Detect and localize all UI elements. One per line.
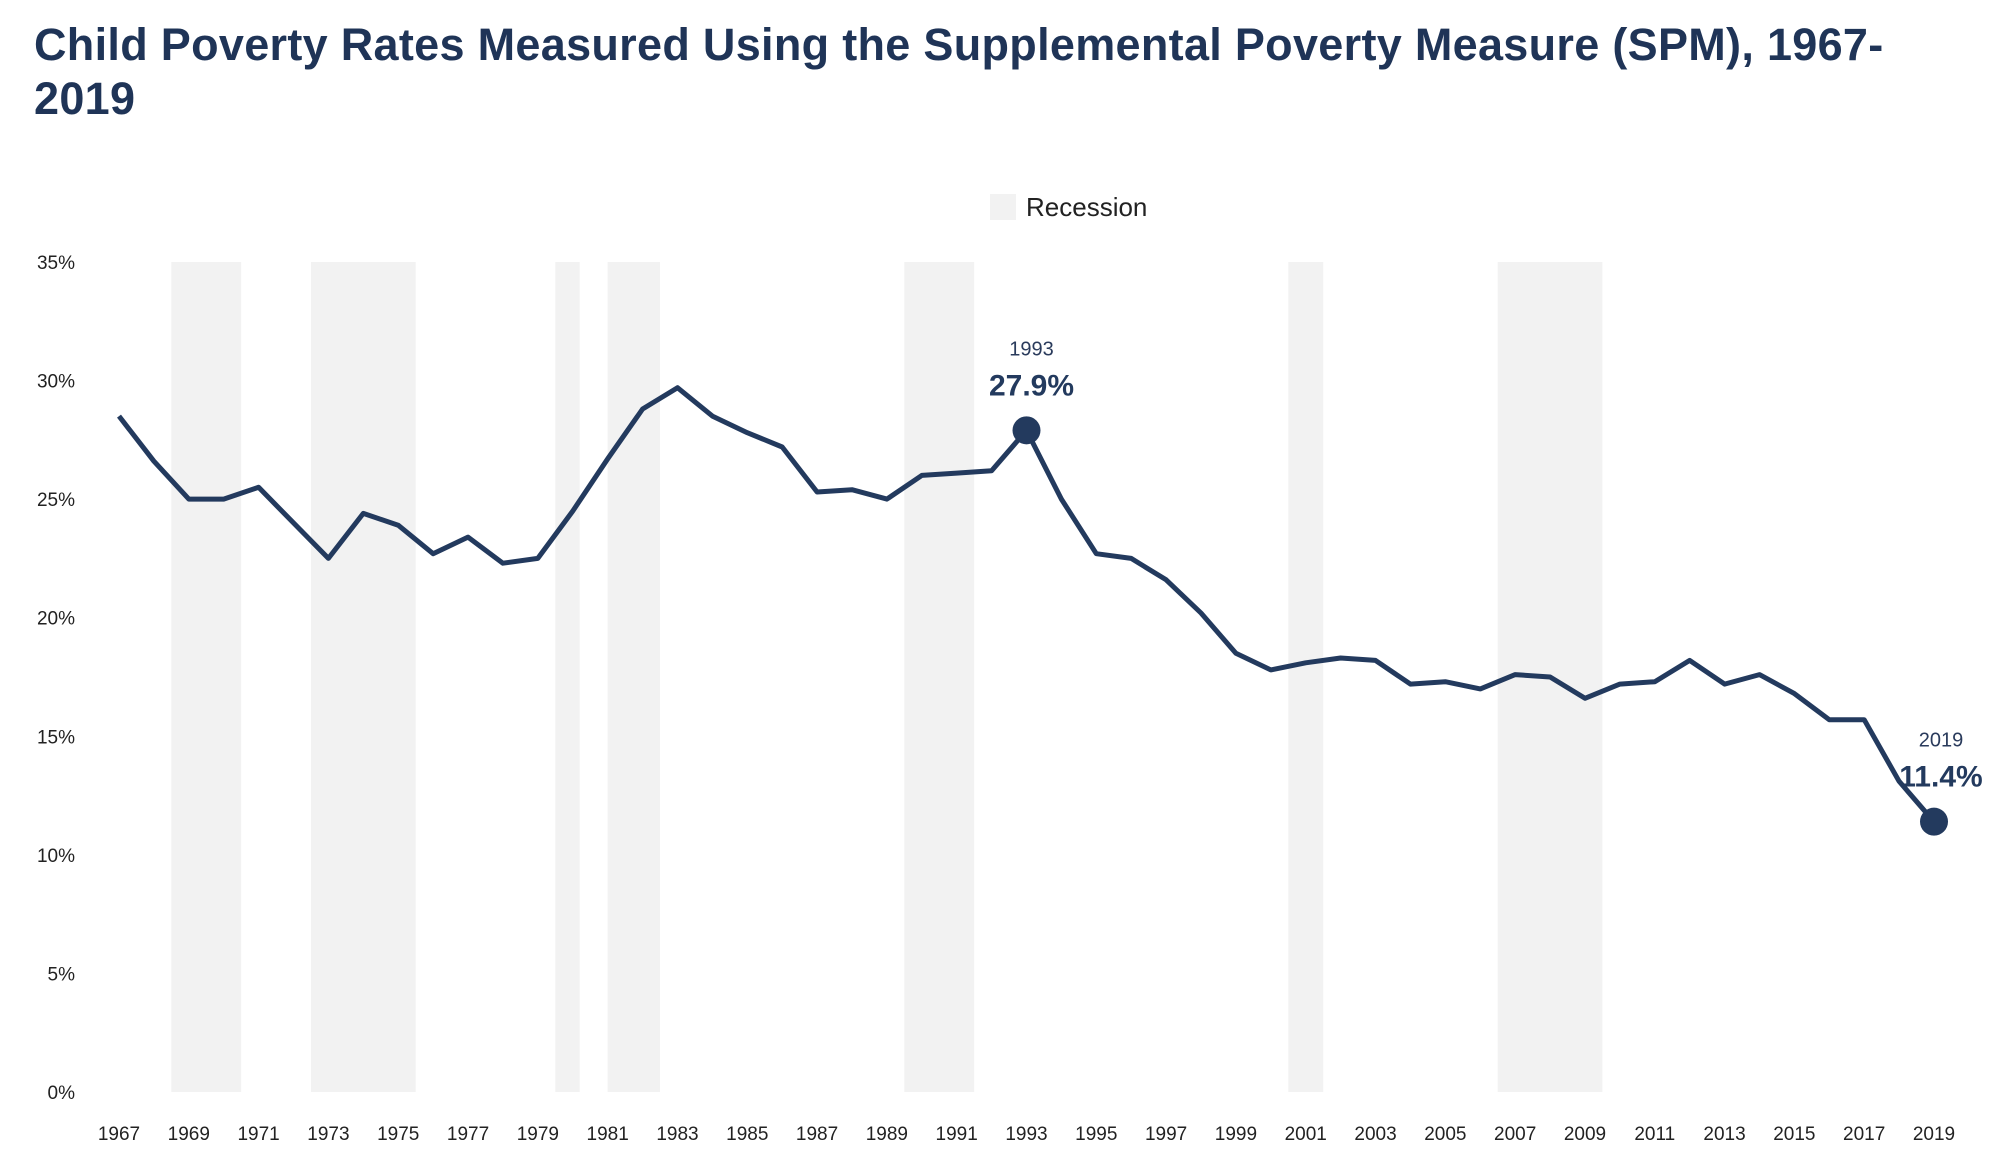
legend-label-recession: Recession	[1026, 192, 1147, 222]
x-tick-label: 2009	[1564, 1124, 1606, 1145]
chart-title: Child Poverty Rates Measured Using the S…	[34, 19, 1884, 124]
legend: Recession	[990, 192, 1147, 222]
y-tick-label: 35%	[37, 253, 75, 274]
x-tick-label: 2015	[1773, 1124, 1815, 1145]
x-tick-label: 1987	[796, 1124, 838, 1145]
x-tick-label: 2011	[1634, 1124, 1675, 1145]
x-tick-label: 1983	[656, 1124, 698, 1145]
recession-band	[171, 262, 242, 1092]
y-tick-label: 5%	[48, 964, 76, 985]
x-tick-label: 1971	[237, 1124, 279, 1145]
x-tick-label: 1973	[307, 1124, 349, 1145]
annotation-year: 2019	[1919, 730, 1964, 752]
recession-band	[607, 262, 661, 1092]
x-tick-label: 1979	[517, 1124, 559, 1145]
y-tick-label: 20%	[37, 609, 75, 630]
x-tick-label: 1981	[587, 1124, 629, 1145]
recession-band	[904, 262, 975, 1092]
x-tick-label: 1997	[1145, 1124, 1187, 1145]
y-tick-label: 25%	[37, 490, 75, 511]
x-tick-label: 1989	[866, 1124, 908, 1145]
x-tick-label: 1977	[447, 1124, 489, 1145]
y-tick-label: 15%	[37, 727, 75, 748]
x-axis: 1967 1969 1971 1973 1975 1977 1979 1981 1983 1985…	[98, 1124, 1955, 1145]
x-tick-label: 1993	[1005, 1124, 1047, 1145]
x-tick-label: 2019	[1913, 1124, 1955, 1145]
x-tick-label: 1985	[726, 1124, 768, 1145]
y-tick-label: 10%	[37, 846, 75, 867]
recession-bands	[171, 262, 1603, 1092]
annotation-year: 1993	[1009, 338, 1054, 360]
recession-band	[1288, 262, 1324, 1092]
y-axis: 0% 5% 10% 15% 20% 25% 30% 35%	[37, 253, 75, 1104]
x-tick-label: 2017	[1843, 1124, 1885, 1145]
recession-band	[555, 262, 580, 1092]
y-tick-label: 0%	[48, 1083, 76, 1104]
x-tick-label: 1991	[936, 1124, 978, 1145]
x-tick-label: 2007	[1494, 1124, 1536, 1145]
x-tick-label: 1975	[377, 1124, 419, 1145]
recession-band	[310, 262, 416, 1092]
x-tick-label: 2013	[1703, 1124, 1745, 1145]
x-tick-label: 2005	[1424, 1124, 1466, 1145]
annotation-value: 27.9%	[989, 369, 1074, 402]
x-tick-label: 2001	[1285, 1124, 1327, 1145]
highlight-point-1993	[1012, 416, 1041, 445]
x-tick-label: 1969	[168, 1124, 210, 1145]
x-tick-label: 1999	[1215, 1124, 1257, 1145]
x-tick-label: 2003	[1354, 1124, 1396, 1145]
annotation-value: 11.4%	[1899, 761, 1982, 794]
y-tick-label: 30%	[37, 372, 75, 393]
annotations: 1993 27.9% 2019 11.4%	[989, 338, 1983, 836]
legend-swatch-recession	[990, 194, 1016, 220]
highlight-point-2019	[1920, 807, 1948, 836]
x-tick-label: 1995	[1075, 1124, 1117, 1145]
x-tick-label: 1967	[98, 1124, 140, 1145]
